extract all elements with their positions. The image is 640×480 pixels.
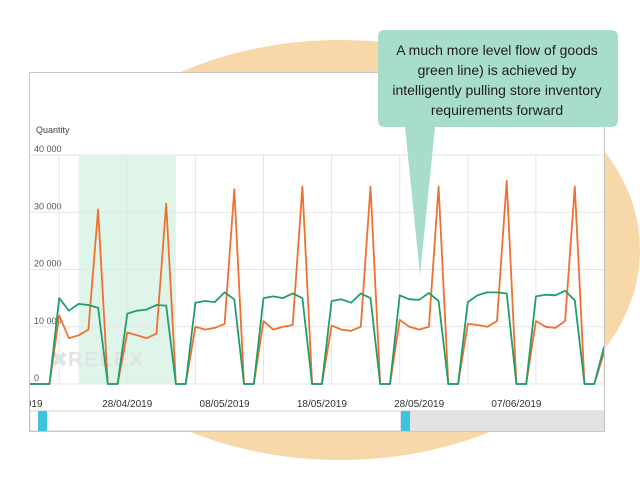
y-tick-label: 40 000 [34,144,62,154]
x-tick-label: 28/04/2019 [102,399,152,410]
x-tick-label: 07/06/2019 [491,399,541,410]
callout-line: requirements forward [430,102,564,118]
y-tick-label: 20 000 [34,259,62,269]
callout-line: intelligently pulling store inventory [392,82,602,98]
scrollbar-outside-range [400,411,604,431]
scrollbar-handle-right[interactable] [401,411,410,431]
y-axis-label: Quantity [36,125,70,135]
series-line-green [30,289,604,385]
x-tick-label: /2019 [30,399,43,410]
callout-line: A much more level flow of goods [396,42,598,58]
callout-line: green line) is achieved by [417,62,577,78]
x-tick-label: 18/05/2019 [297,399,347,410]
y-tick-label: 10 000 [34,316,62,326]
x-tick-label: 08/05/2019 [200,399,250,410]
y-tick-label: 0 [34,373,39,383]
callout-text: A much more level flow of goods green li… [380,40,614,120]
scrollbar-handle-left[interactable] [38,411,47,431]
y-tick-label: 30 000 [34,201,62,211]
x-tick-label: 28/05/2019 [394,399,444,410]
